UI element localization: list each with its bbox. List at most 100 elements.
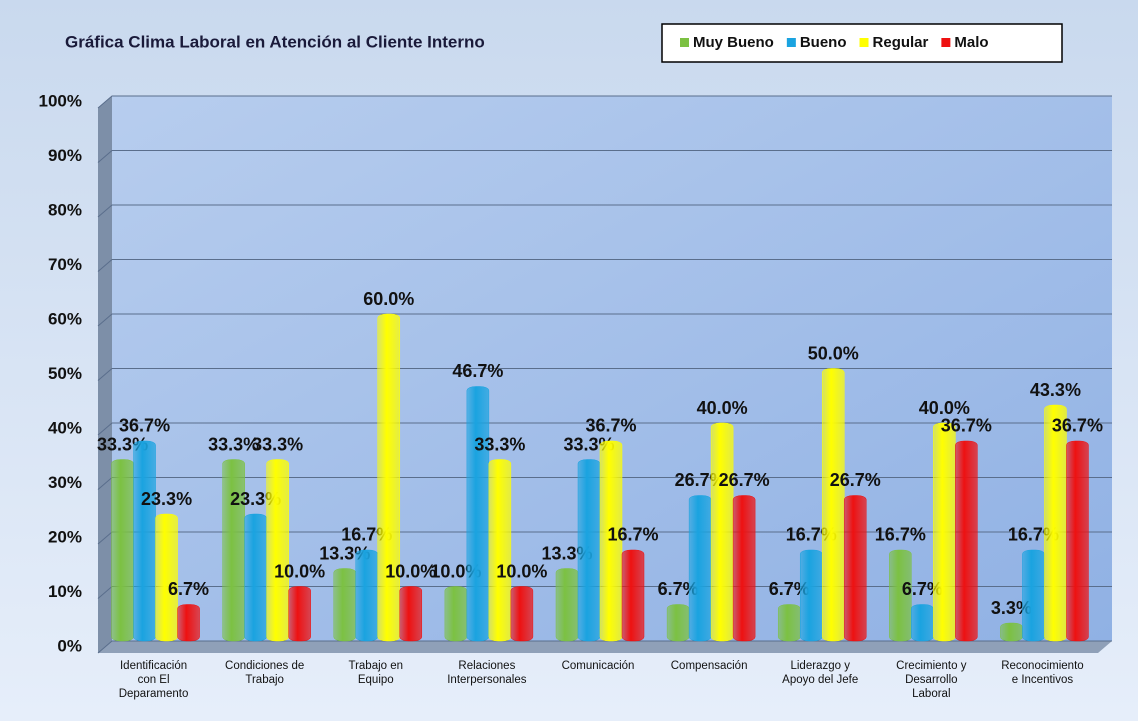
bar	[577, 459, 601, 642]
bar	[1066, 440, 1089, 642]
data-label: 10.0%	[274, 561, 325, 581]
data-label: 6.7%	[658, 579, 699, 599]
data-label: 26.7%	[719, 470, 770, 490]
bar	[111, 459, 134, 642]
data-label: 33.3%	[208, 434, 259, 454]
bar	[955, 440, 978, 642]
bar	[777, 604, 801, 642]
y-tick-label: 30%	[48, 473, 82, 492]
y-tick-label: 100%	[39, 91, 82, 110]
data-label: 36.7%	[941, 416, 992, 436]
grid-line	[97, 368, 1112, 381]
x-tick-label: Identificación con El Deparamento	[119, 660, 189, 700]
bar	[1000, 622, 1023, 642]
data-label: 33.3%	[252, 434, 303, 454]
x-tick-label: Compensación	[671, 660, 748, 672]
bar	[843, 495, 867, 642]
y-tick-label: 40%	[48, 418, 82, 437]
bar	[555, 568, 579, 642]
data-label: 10.0%	[385, 561, 436, 581]
data-label: 36.7%	[1052, 416, 1103, 436]
data-label: 23.3%	[141, 489, 192, 509]
grid-line	[97, 313, 1112, 327]
data-label: 46.7%	[452, 361, 503, 381]
bar	[266, 459, 289, 642]
bar	[621, 549, 645, 642]
legend-label: Bueno	[800, 34, 847, 51]
grid-line	[97, 422, 1112, 436]
legend-swatch	[941, 38, 951, 47]
bar	[466, 386, 490, 642]
data-label: 6.7%	[168, 579, 209, 599]
floor	[98, 641, 1112, 653]
bar	[599, 440, 623, 642]
y-tick-label: 10%	[48, 582, 82, 601]
bar	[933, 422, 956, 642]
data-label: 50.0%	[808, 343, 859, 363]
x-tick-label: Comunicación	[562, 660, 635, 672]
x-tick-label: Condiciones de Trabajo	[225, 660, 304, 686]
data-label: 43.3%	[1030, 380, 1081, 400]
data-label: 36.7%	[585, 416, 636, 436]
data-label: 26.7%	[830, 470, 881, 490]
data-label: 3.3%	[991, 598, 1032, 618]
bar	[889, 549, 912, 642]
grid-line	[97, 259, 1112, 272]
grid-line	[97, 204, 1112, 218]
bar	[244, 513, 267, 642]
bar	[444, 586, 468, 642]
bar	[377, 313, 401, 642]
bar	[666, 604, 690, 642]
y-tick-label: 60%	[48, 309, 82, 328]
legend-label: Regular	[873, 34, 929, 51]
data-label: 36.7%	[119, 416, 170, 436]
bar	[355, 549, 379, 642]
legend-label: Malo	[954, 34, 988, 51]
bar	[155, 513, 178, 642]
x-tick-label: Relaciones Interpersonales	[447, 660, 527, 686]
bar	[710, 422, 734, 642]
data-label: 16.7%	[607, 525, 658, 545]
grid-line	[97, 95, 1112, 109]
y-tick-label: 50%	[48, 364, 82, 383]
data-label: 33.3%	[474, 434, 525, 454]
bar	[177, 604, 200, 642]
y-tick-label: 70%	[48, 255, 82, 274]
y-tick-label: 80%	[48, 200, 82, 219]
data-label: 16.7%	[875, 525, 926, 545]
legend-swatch	[859, 38, 869, 47]
legend: Muy Bueno Bueno Regular Malo	[680, 34, 989, 51]
data-label: 40.0%	[919, 398, 970, 418]
bar	[488, 459, 512, 642]
x-tick-label: Liderazgo y Apoyo del Jefe	[782, 660, 858, 686]
bar	[510, 586, 534, 642]
grid-line	[97, 640, 1112, 654]
x-tick-label: Crecimiento y Desarrollo Laboral	[896, 660, 967, 700]
data-label: 60.0%	[363, 289, 414, 309]
legend-label: Muy Bueno	[693, 34, 774, 51]
bar	[911, 604, 934, 642]
legend-swatch	[786, 38, 796, 47]
y-tick-label: 20%	[48, 527, 82, 546]
data-label: 6.7%	[902, 579, 943, 599]
bar	[288, 586, 311, 642]
bar	[688, 495, 712, 642]
y-tick-label: 90%	[48, 146, 82, 165]
x-tick-label: Reconocimiento e Incentivos	[1001, 660, 1083, 686]
bar	[399, 586, 423, 642]
chart-title: Gráfica Clima Laboral en Atención al Cli…	[65, 32, 485, 51]
bar	[821, 368, 845, 642]
y-tick-label: 0%	[57, 636, 82, 655]
legend-swatch	[680, 38, 689, 47]
bar	[732, 495, 756, 642]
bar	[333, 568, 357, 642]
data-label: 10.0%	[496, 561, 547, 581]
x-tick-label: Trabajo en Equipo	[348, 660, 403, 686]
data-label: 6.7%	[769, 579, 810, 599]
bar	[1022, 549, 1045, 642]
bar	[222, 459, 245, 642]
grid-line	[97, 150, 1112, 163]
bar	[1044, 404, 1067, 642]
bar	[799, 549, 823, 642]
